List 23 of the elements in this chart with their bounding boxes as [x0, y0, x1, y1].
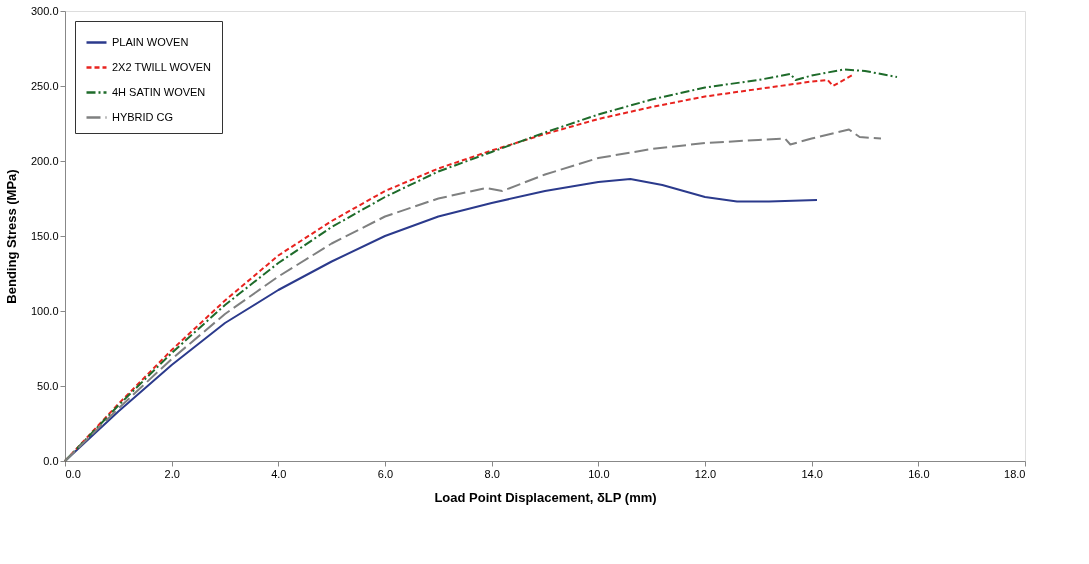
x-tick-label: 18.0: [1004, 467, 1026, 480]
x-tick-label: 8.0: [484, 467, 500, 480]
y-tick-label: 150.0: [30, 229, 59, 242]
y-tick-label: 200.0: [30, 154, 59, 167]
legend-label: 4H SATIN WOVEN: [112, 85, 206, 98]
x-axis-title: Load Point Displacement, δLP (mm): [434, 489, 657, 505]
x-tick-label: 12.0: [694, 467, 717, 480]
x-tick-label: 0.0: [65, 467, 81, 480]
x-tick-label: 6.0: [377, 467, 394, 480]
legend-label: 2X2 TWILL WOVEN: [112, 60, 212, 73]
y-tick-label: 100.0: [30, 304, 59, 317]
y-tick-label: 250.0: [30, 79, 59, 92]
y-axis-title: Bending Stress (MPa): [3, 169, 19, 304]
x-tick-label: 2.0: [164, 467, 180, 480]
x-tick-label: 4.0: [271, 467, 287, 480]
x-tick-label: 16.0: [908, 467, 930, 480]
y-tick-label: 0.0: [43, 454, 59, 467]
x-tick-label: 14.0: [801, 467, 823, 480]
y-tick-label: 300.0: [30, 4, 59, 17]
y-tick-label: 50.0: [37, 379, 59, 392]
x-tick-label: 10.0: [588, 467, 610, 480]
legend-label: HYBRID CG: [112, 110, 174, 123]
legend-label: PLAIN WOVEN: [112, 35, 189, 48]
